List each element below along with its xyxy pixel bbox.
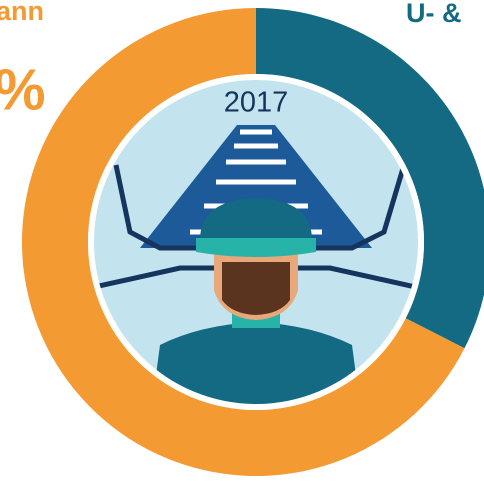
center-label: 2017: [224, 87, 289, 119]
donut: [22, 8, 484, 476]
illustration: [94, 125, 418, 404]
category-label: U- &: [406, 0, 462, 28]
annotation: %: [0, 57, 46, 122]
donut-segment: [22, 8, 465, 476]
donut-segment: [256, 8, 484, 349]
category-label: ann: [0, 0, 44, 26]
